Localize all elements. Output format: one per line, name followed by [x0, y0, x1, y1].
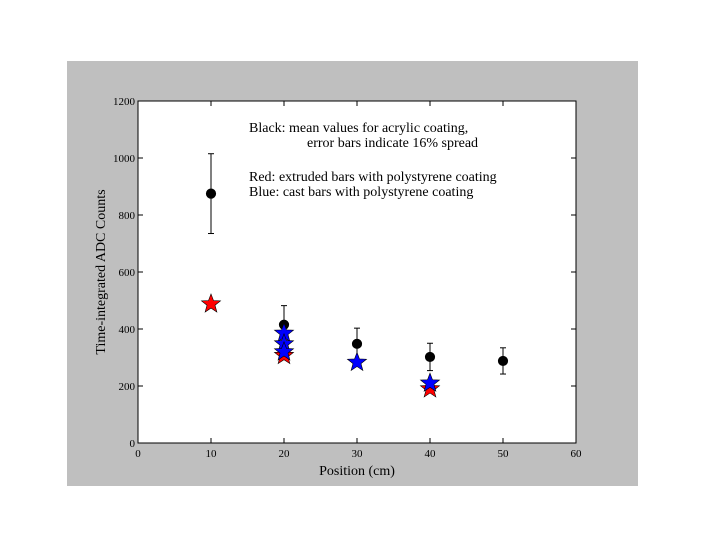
x-tick-label: 20	[279, 448, 291, 460]
y-tick-label: 800	[119, 210, 136, 222]
data-point-star	[200, 293, 222, 313]
annotation-line-3: Red: extruded bars with polystyrene coat…	[249, 170, 497, 185]
data-point-circle	[497, 355, 509, 367]
y-tick-label: 1000	[113, 153, 136, 165]
data-point-star	[346, 351, 368, 372]
annotation-line-1: Black: mean values for acrylic coating,	[249, 121, 468, 136]
axis-ticks	[137, 100, 577, 444]
annotation-line-2: error bars indicate 16% spread	[307, 136, 478, 151]
data-point-circle	[205, 188, 217, 199]
data-point-star	[419, 377, 441, 398]
figure-frame: 0 10 20 30 40 50 60 0 200 400 600 800 1000 1200 Black…	[67, 61, 638, 486]
data-point-star	[273, 340, 295, 361]
y-tick-label: 1200	[113, 96, 136, 108]
x-tick-label: 10	[206, 448, 218, 460]
y-tick-label: 400	[119, 324, 136, 336]
data-points	[200, 188, 509, 398]
data-point-circle	[424, 351, 436, 363]
x-tick-label: 60	[571, 448, 583, 460]
annotation-line-4: Blue: cast bars with polystyrene coating	[249, 185, 473, 200]
x-tick-label: 50	[498, 448, 510, 460]
plot-area	[137, 100, 577, 444]
x-tick-label: 40	[425, 448, 437, 460]
y-axis-label: Time-integrated ADC Counts	[94, 189, 109, 354]
x-axis-label: Position (cm)	[319, 464, 395, 479]
data-point-circle	[351, 338, 363, 349]
x-tick-label: 0	[135, 448, 141, 460]
x-tick-label: 30	[352, 448, 364, 460]
y-tick-label: 600	[119, 267, 136, 279]
y-tick-label: 0	[130, 438, 136, 450]
y-tick-label: 200	[119, 381, 136, 393]
data-point-star	[419, 372, 441, 392]
